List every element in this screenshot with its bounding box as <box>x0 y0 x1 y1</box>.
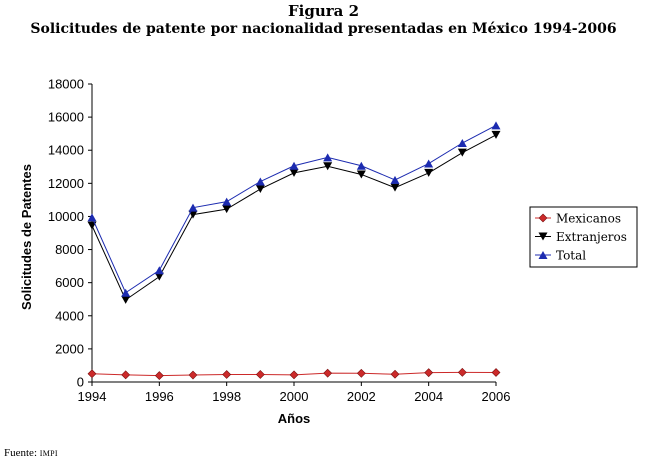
y-tick-label: 10000 <box>48 209 84 224</box>
x-tick-label: 2006 <box>482 389 511 404</box>
series-line-total <box>91 124 497 294</box>
figure-label: Figura 2 <box>287 2 360 20</box>
data-point-extranjeros <box>289 168 299 177</box>
data-point-mexicanos <box>255 370 265 379</box>
y-tick-label: 8000 <box>55 242 84 257</box>
data-point-extranjeros <box>154 272 164 281</box>
data-point-total <box>491 121 501 130</box>
y-tick-label: 2000 <box>55 341 84 356</box>
data-point-mexicanos <box>356 368 366 378</box>
x-tick-label: 1994 <box>78 389 107 404</box>
data-point-mexicanos <box>154 371 164 381</box>
data-point-total <box>255 177 265 186</box>
data-point-extranjeros <box>390 183 400 192</box>
data-point-total <box>356 161 366 170</box>
data-point-extranjeros <box>188 210 198 219</box>
y-tick-label: 16000 <box>48 110 84 125</box>
x-axis-label: Años <box>278 411 311 426</box>
legend: Mexicanos Extranjeros Total <box>529 206 638 268</box>
data-point-mexicanos <box>491 368 501 377</box>
data-point-mexicanos <box>457 367 467 377</box>
series-extranjeros <box>87 130 501 304</box>
data-point-extranjeros <box>356 170 366 179</box>
data-point-total <box>87 213 97 222</box>
data-point-mexicanos <box>323 368 333 378</box>
data-point-total <box>323 153 333 162</box>
axes: 0 2000 4000 6000 8000 10000 12000 14000 16000 180… <box>48 77 511 405</box>
data-point-total <box>154 266 164 275</box>
data-point-extranjeros <box>255 185 265 194</box>
data-point-extranjeros <box>491 130 501 139</box>
data-point-mexicanos <box>121 370 131 380</box>
data-point-mexicanos <box>87 369 97 379</box>
data-point-mexicanos <box>424 368 434 378</box>
y-tick-label: 4000 <box>55 308 84 323</box>
source-prefix: Fuente: <box>4 447 37 459</box>
legend-marker-mexicanos <box>538 213 548 223</box>
series-layer <box>87 121 501 381</box>
y-tick-label: 12000 <box>48 176 84 191</box>
x-tick-label: 1998 <box>212 389 241 404</box>
data-point-mexicanos <box>222 370 232 379</box>
x-tick-label: 2004 <box>414 389 443 404</box>
data-point-total <box>222 197 232 206</box>
y-tick-label: 6000 <box>55 275 84 290</box>
data-point-total <box>289 161 299 170</box>
x-tick-label: 2000 <box>280 389 309 404</box>
data-point-total <box>188 203 198 212</box>
data-point-extranjeros <box>121 295 131 304</box>
x-tick-label: 2002 <box>347 389 376 404</box>
data-point-total <box>457 139 467 148</box>
legend-label-extranjeros: Extranjeros <box>556 230 627 244</box>
y-tick-label: 0 <box>77 375 84 390</box>
series-mexicanos <box>87 367 501 381</box>
legend-marker-total <box>538 251 548 259</box>
data-point-total <box>424 159 434 168</box>
y-tick-label: 18000 <box>48 77 84 92</box>
source-name: IMPI <box>39 449 58 458</box>
legend-marker-extranjeros <box>538 232 548 241</box>
data-point-mexicanos <box>289 370 299 380</box>
data-point-mexicanos <box>188 370 198 380</box>
data-point-extranjeros <box>222 205 232 214</box>
data-point-extranjeros <box>323 162 333 171</box>
data-point-total <box>390 175 400 184</box>
data-point-total <box>121 288 131 297</box>
series-total <box>87 121 501 297</box>
y-axis-label: Solicitudes de Patentes <box>19 164 34 310</box>
y-tick-label: 14000 <box>48 143 84 158</box>
data-point-mexicanos <box>390 369 400 379</box>
data-point-extranjeros <box>457 148 467 157</box>
x-tick-label: 1996 <box>145 389 174 404</box>
legend-label-total: Total <box>556 249 586 263</box>
legend-label-mexicanos: Mexicanos <box>556 212 621 226</box>
chart-title: Solicitudes de patente por nacionalidad … <box>30 21 617 37</box>
data-point-extranjeros <box>424 168 434 177</box>
source-note: Fuente: IMPI <box>4 447 58 459</box>
